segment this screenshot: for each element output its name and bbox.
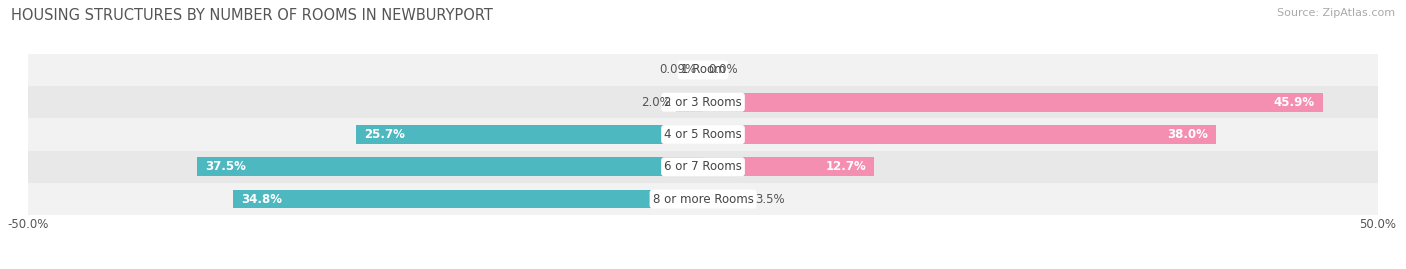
Text: 45.9%: 45.9%	[1274, 96, 1315, 109]
Text: 0.0%: 0.0%	[709, 63, 738, 76]
Text: 1 Room: 1 Room	[681, 63, 725, 76]
Bar	[28, 183, 1378, 215]
Text: 25.7%: 25.7%	[364, 128, 405, 141]
Bar	[703, 157, 875, 176]
Bar	[28, 86, 1378, 118]
Text: 12.7%: 12.7%	[825, 160, 866, 173]
Bar	[197, 157, 703, 176]
Text: Source: ZipAtlas.com: Source: ZipAtlas.com	[1277, 8, 1395, 18]
Bar	[28, 54, 1378, 86]
Bar	[28, 118, 1378, 151]
Text: 4 or 5 Rooms: 4 or 5 Rooms	[664, 128, 742, 141]
Text: 2.0%: 2.0%	[641, 96, 671, 109]
Bar	[703, 125, 1216, 144]
Text: 3.5%: 3.5%	[755, 193, 786, 206]
Text: 6 or 7 Rooms: 6 or 7 Rooms	[664, 160, 742, 173]
Bar	[676, 93, 703, 112]
Text: 38.0%: 38.0%	[1167, 128, 1208, 141]
Bar	[28, 151, 1378, 183]
Bar	[356, 125, 703, 144]
Text: 8 or more Rooms: 8 or more Rooms	[652, 193, 754, 206]
Text: 37.5%: 37.5%	[205, 160, 246, 173]
Text: 0.09%: 0.09%	[659, 63, 696, 76]
Bar	[703, 190, 751, 208]
Bar	[703, 93, 1323, 112]
Text: 34.8%: 34.8%	[242, 193, 283, 206]
Text: HOUSING STRUCTURES BY NUMBER OF ROOMS IN NEWBURYPORT: HOUSING STRUCTURES BY NUMBER OF ROOMS IN…	[11, 8, 494, 23]
Text: 2 or 3 Rooms: 2 or 3 Rooms	[664, 96, 742, 109]
Bar	[233, 190, 703, 208]
